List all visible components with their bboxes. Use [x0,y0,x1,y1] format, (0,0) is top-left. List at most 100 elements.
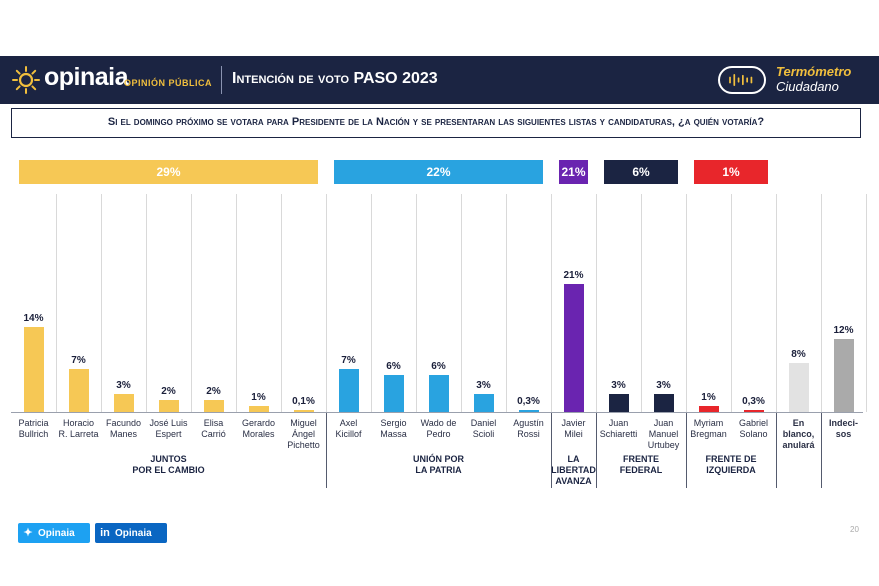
candidate-name-line: Patricia [18,418,49,428]
candidate-name-line: Javier [561,418,586,428]
candidate-bar [338,369,359,412]
group-label: JUNTOS POR EL CAMBIO [11,454,326,476]
candidate-value-label: 0,1% [292,396,315,407]
candidate-value-label: 3% [611,379,626,391]
candidate-name: Axel Kicillof [327,418,371,440]
group-label-line: IZQUIERDA [706,465,756,475]
column-separator [776,194,777,412]
opinaia-sun-logo-icon [12,66,40,94]
candidate-value-label: 6% [386,361,401,373]
column-separator [551,194,552,412]
candidate-name: Elisa Carrió [192,418,236,440]
candidate-name: Myriam Bregman [687,418,731,440]
column-separator [731,194,732,412]
candidate-value-label: 14% [23,312,44,324]
group-label: LA LIBERTAD AVANZA [551,454,596,487]
column-separator [821,194,822,412]
linkedin-icon: in [100,527,110,539]
candidate-name-line: Pedro [426,429,451,439]
group-label-line: FRENTE DE [705,454,757,464]
group-separator [551,408,552,488]
column-separator [866,194,867,412]
group-total-band: 1% [694,160,768,184]
candidate-name-line: anulará [782,440,815,450]
candidate-value-label: 7% [71,355,86,367]
group-separator [821,408,822,488]
column-separator [686,194,687,412]
column-separator [326,194,327,412]
candidate-name-line: Rossi [517,429,540,439]
candidate-value-label: 7% [341,355,356,367]
chart-baseline [11,412,863,413]
candidate-bar [23,326,44,412]
candidate-value-label: 6% [431,361,446,373]
candidate-name-line: Scioli [472,429,495,439]
candidate-name-line: Facundo [105,418,142,428]
candidate-name-line: Sergio [380,418,407,428]
candidate-bar [248,405,269,412]
candidate-value-label: 1% [251,391,266,403]
column-separator [641,194,642,412]
candidate-name: Miguel Ángel Pichetto [282,418,326,451]
group-total-band: 29% [19,160,318,184]
candidate-name-line: Juan [653,418,674,428]
candidate-name-line: Gerardo [241,418,276,428]
column-separator [371,194,372,412]
candidate-name-line: Bullrich [18,429,49,439]
twitter-button[interactable]: ✦ Opinaia [18,523,90,543]
logo-name: opinaia [44,63,129,91]
header-divider [221,66,222,94]
candidate-name-line: sos [835,429,852,439]
candidate-name: Indeci-sos [822,418,866,440]
group-total-band: 21% [559,160,588,184]
candidate-name: José Luis Espert [147,418,191,440]
candidate-name-line: R. Larreta [58,429,99,439]
candidate-name: Facundo Manes [102,418,146,440]
candidate-bar [158,399,179,412]
group-label-line: FRENTE [623,454,659,464]
candidate-name-line: Kicillof [335,429,362,439]
linkedin-button[interactable]: in Opinaia [95,523,167,543]
column-separator [461,194,462,412]
group-label-line: LIBERTAD [551,465,596,475]
candidate-name: Juan Schiaretti [597,418,641,440]
group-label-line: FEDERAL [619,465,663,475]
candidate-name: Gabriel Solano [732,418,776,440]
twitter-label: Opinaia [38,528,75,539]
candidate-name-line: Agustín [513,418,544,428]
candidate-value-label: 3% [476,379,491,391]
column-separator [596,194,597,412]
candidate-value-label: 3% [656,379,671,391]
badge-line-1: Termómetro [776,64,852,79]
candidate-name-line: Milei [564,429,583,439]
column-separator [416,194,417,412]
candidate-bar [743,410,764,412]
candidate-name: Wado de Pedro [417,418,461,440]
column-separator [146,194,147,412]
candidate-name-line: Indeci- [828,418,858,428]
candidate-name-line: Juan [608,418,629,428]
group-label-line: AVANZA [555,476,592,486]
candidate-bar [383,375,404,412]
candidate-value-label: 1% [701,391,716,403]
linkedin-label: Opinaia [115,528,152,539]
candidate-name-line: Massa [380,429,407,439]
candidate-bar [293,410,314,412]
candidate-value-label: 3% [116,379,131,391]
candidate-bar [833,338,854,412]
candidate-value-label: 2% [161,385,176,397]
termometro-badge: Termómetro Ciudadano [776,64,851,94]
logo-subtitle: OPINIÓN PÚBLICA [124,78,213,88]
group-total-band: 6% [604,160,678,184]
candidate-bar [203,399,224,412]
survey-question: Si el domingo próximo se votara para Pre… [11,108,861,138]
candidate-name-line: Myriam [693,418,724,428]
candidate-name: Gerardo Morales [237,418,281,440]
candidate-bar [428,375,449,412]
group-label-line: LA [567,454,580,464]
candidate-name-line: blanco, [782,429,815,439]
column-separator [101,194,102,412]
candidate-bar [788,363,809,412]
candidate-bar [698,405,719,412]
group-label-line: JUNTOS [150,454,187,464]
